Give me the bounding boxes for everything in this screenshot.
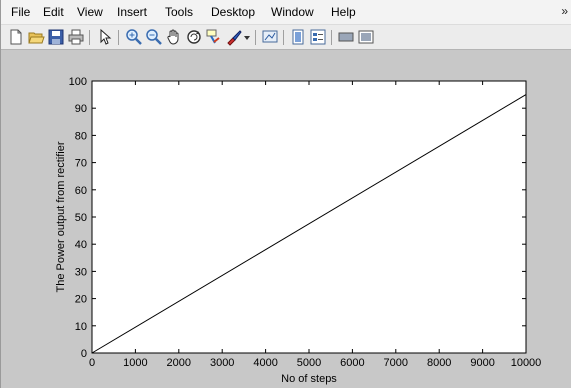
tick-labels: 0 1000 2000 3000 4000 5000 6000 7000 8000 9000 100… <box>69 76 542 369</box>
print-icon[interactable] <box>67 28 85 46</box>
menu-view[interactable]: View <box>77 5 103 19</box>
menu-edit[interactable]: Edit <box>43 5 64 19</box>
x-tick-label: 6000 <box>340 357 364 369</box>
pan-hand-icon[interactable] <box>165 28 183 46</box>
y-tick-label: 30 <box>75 266 87 278</box>
y-tick-label: 10 <box>75 321 87 333</box>
y-tick-label: 0 <box>81 348 87 360</box>
x-tick-label: 4000 <box>253 357 277 369</box>
save-icon[interactable] <box>47 28 65 46</box>
menu-file[interactable]: File <box>11 5 31 19</box>
menu-bar: File Edit View Insert Tools Desktop Wind… <box>1 0 571 25</box>
figure-toolbar <box>1 25 571 50</box>
rotate-3d-icon[interactable] <box>185 28 203 46</box>
x-tick-label: 5000 <box>297 357 321 369</box>
toolbar-separator <box>118 30 119 45</box>
show-plot-tools-icon[interactable] <box>357 28 375 46</box>
plot-area: 0 1000 2000 3000 4000 5000 6000 7000 8000 9000 100… <box>55 76 542 385</box>
new-figure-icon[interactable] <box>7 28 25 46</box>
x-tick-label: 0 <box>89 357 95 369</box>
open-file-icon[interactable] <box>27 28 45 46</box>
menu-desktop[interactable]: Desktop <box>211 5 256 19</box>
y-tick-label: 90 <box>75 103 87 115</box>
zoom-in-icon[interactable] <box>125 28 143 46</box>
x-tick-label: 10000 <box>511 357 542 369</box>
pointer-icon[interactable] <box>96 28 114 46</box>
x-tick-label: 7000 <box>384 357 408 369</box>
series-line <box>91 94 527 354</box>
x-tick-label: 1000 <box>123 357 147 369</box>
toolbar-separator <box>331 30 332 45</box>
hide-plot-tools-icon[interactable] <box>337 28 355 46</box>
menu-insert[interactable]: Insert <box>117 5 148 19</box>
axis-ticks <box>91 80 527 354</box>
y-tick-label: 20 <box>75 294 87 306</box>
brush-dropdown-icon[interactable] <box>243 28 251 46</box>
y-tick-label: 80 <box>75 130 87 142</box>
menu-window[interactable]: Window <box>271 5 314 19</box>
x-tick-label: 2000 <box>167 357 191 369</box>
y-tick-label: 40 <box>75 239 87 251</box>
double-arrow-icon[interactable]: » <box>561 4 568 18</box>
y-tick-label: 50 <box>75 212 87 224</box>
y-axis-label: The Power output from rectifier <box>55 141 67 292</box>
link-plot-icon[interactable] <box>261 28 279 46</box>
toolbar-separator <box>89 30 90 45</box>
axes-background[interactable] <box>91 80 527 354</box>
x-tick-label: 8000 <box>427 357 451 369</box>
toolbar-separator <box>255 30 256 45</box>
y-tick-label: 70 <box>75 158 87 170</box>
data-cursor-icon[interactable] <box>205 28 223 46</box>
brush-icon[interactable] <box>225 28 243 46</box>
menu-tools[interactable]: Tools <box>165 5 194 19</box>
toolbar-separator <box>283 30 284 45</box>
y-tick-label: 100 <box>69 76 87 88</box>
x-axis-label: No of steps <box>281 373 337 385</box>
legend-icon[interactable] <box>309 28 327 46</box>
x-tick-label: 3000 <box>210 357 234 369</box>
data-series <box>91 94 527 354</box>
colorbar-icon[interactable] <box>289 28 307 46</box>
menu-help[interactable]: Help <box>331 5 356 19</box>
zoom-out-icon[interactable] <box>145 28 163 46</box>
x-tick-label: 9000 <box>470 357 494 369</box>
y-tick-label: 60 <box>75 185 87 197</box>
